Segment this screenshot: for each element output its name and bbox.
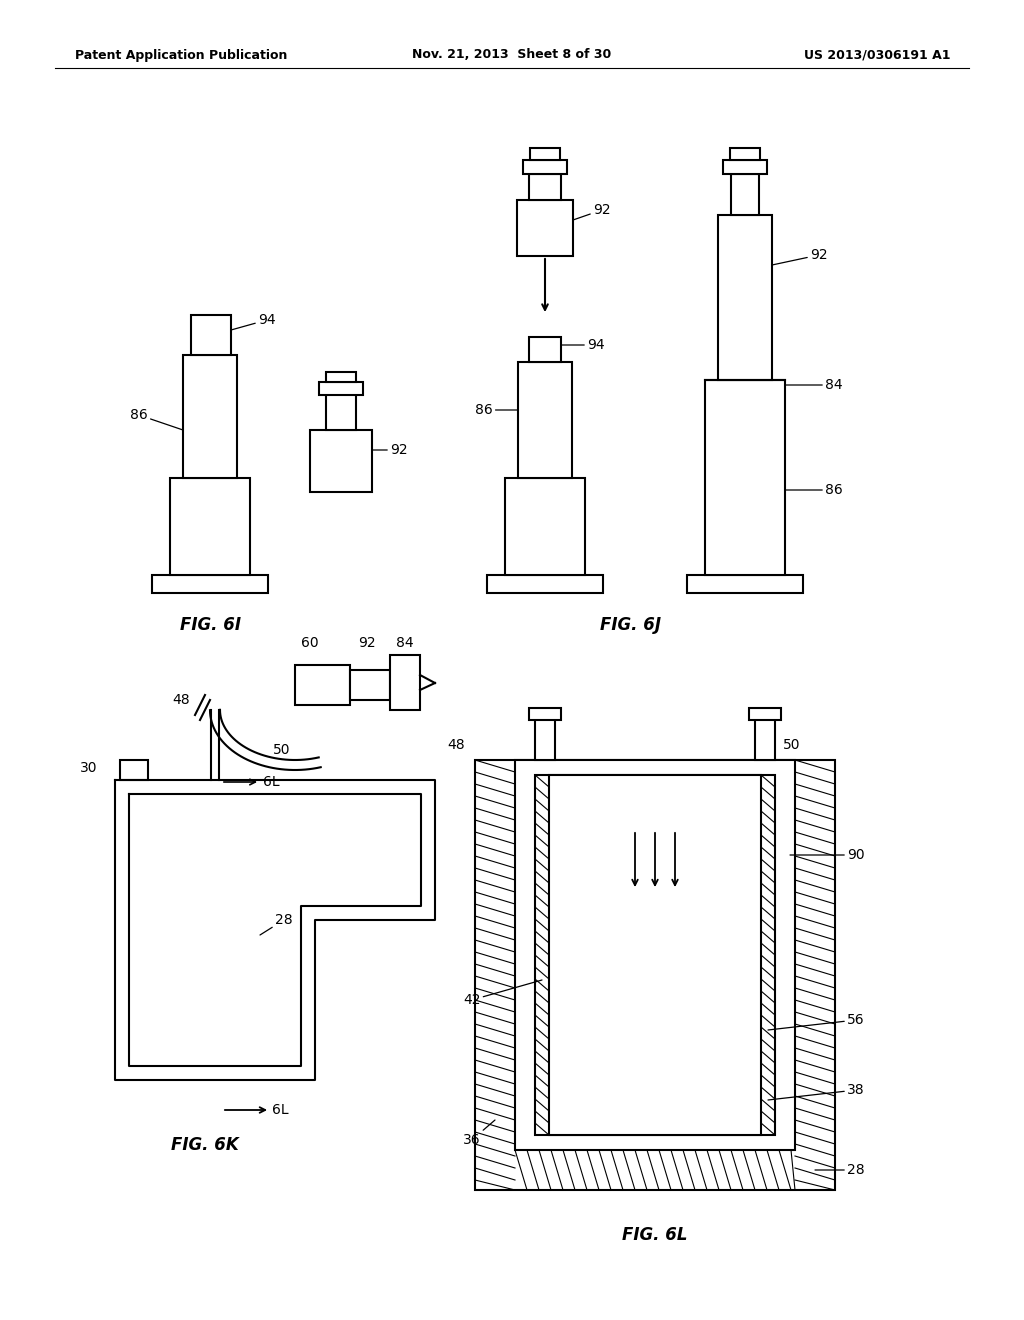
Text: FIG. 6J: FIG. 6J: [599, 616, 660, 634]
Bar: [731, 174, 759, 215]
Text: 92: 92: [573, 203, 610, 220]
Bar: [529, 337, 561, 362]
Text: 90: 90: [790, 847, 864, 862]
Bar: [515, 760, 795, 1150]
Text: 60: 60: [301, 636, 318, 649]
Bar: [319, 381, 362, 395]
Text: 50: 50: [273, 743, 291, 756]
Bar: [687, 576, 803, 593]
Bar: [350, 671, 390, 700]
Bar: [730, 148, 760, 160]
Text: Nov. 21, 2013  Sheet 8 of 30: Nov. 21, 2013 Sheet 8 of 30: [413, 49, 611, 62]
Bar: [120, 760, 148, 780]
Bar: [535, 718, 555, 760]
Text: 56: 56: [768, 1012, 864, 1030]
Text: FIG. 6L: FIG. 6L: [623, 1226, 688, 1243]
Bar: [475, 760, 835, 1191]
Text: 86: 86: [130, 408, 183, 430]
Text: 92: 92: [358, 636, 376, 649]
Text: 48: 48: [447, 738, 465, 752]
Bar: [390, 655, 420, 710]
Text: 86: 86: [475, 403, 518, 417]
Bar: [749, 708, 781, 719]
Bar: [530, 148, 560, 160]
Text: 6L: 6L: [263, 775, 280, 789]
Text: 28: 28: [815, 1163, 864, 1177]
Text: 92: 92: [372, 444, 408, 457]
Text: 84: 84: [785, 378, 843, 392]
Bar: [310, 430, 372, 492]
Text: 42: 42: [463, 979, 542, 1007]
Text: US 2013/0306191 A1: US 2013/0306191 A1: [804, 49, 950, 62]
Bar: [523, 160, 567, 174]
Bar: [326, 393, 356, 430]
Text: 84: 84: [396, 636, 414, 649]
Bar: [529, 174, 561, 201]
Bar: [535, 775, 775, 1135]
Bar: [505, 478, 585, 576]
Text: FIG. 6I: FIG. 6I: [179, 616, 241, 634]
Bar: [152, 576, 268, 593]
Bar: [295, 665, 350, 705]
Bar: [529, 708, 561, 719]
Bar: [183, 355, 237, 478]
Bar: [326, 372, 356, 381]
Text: 94: 94: [231, 313, 275, 330]
Text: 48: 48: [172, 693, 190, 708]
Bar: [718, 215, 772, 380]
Text: 50: 50: [783, 738, 801, 752]
Bar: [705, 380, 785, 576]
Bar: [517, 201, 573, 256]
Bar: [170, 478, 250, 576]
Text: 92: 92: [772, 248, 827, 265]
Bar: [549, 775, 761, 1135]
Text: 28: 28: [260, 913, 293, 935]
Bar: [518, 362, 572, 478]
Text: FIG. 6K: FIG. 6K: [171, 1137, 239, 1154]
Text: 94: 94: [561, 338, 604, 352]
Text: 36: 36: [463, 1119, 495, 1147]
Text: 30: 30: [80, 762, 97, 775]
Bar: [755, 718, 775, 760]
Bar: [191, 315, 231, 355]
Bar: [723, 160, 767, 174]
Text: 38: 38: [768, 1082, 864, 1100]
Text: 86: 86: [785, 483, 843, 498]
Bar: [487, 576, 603, 593]
Text: Patent Application Publication: Patent Application Publication: [75, 49, 288, 62]
Text: 6L: 6L: [272, 1104, 289, 1117]
